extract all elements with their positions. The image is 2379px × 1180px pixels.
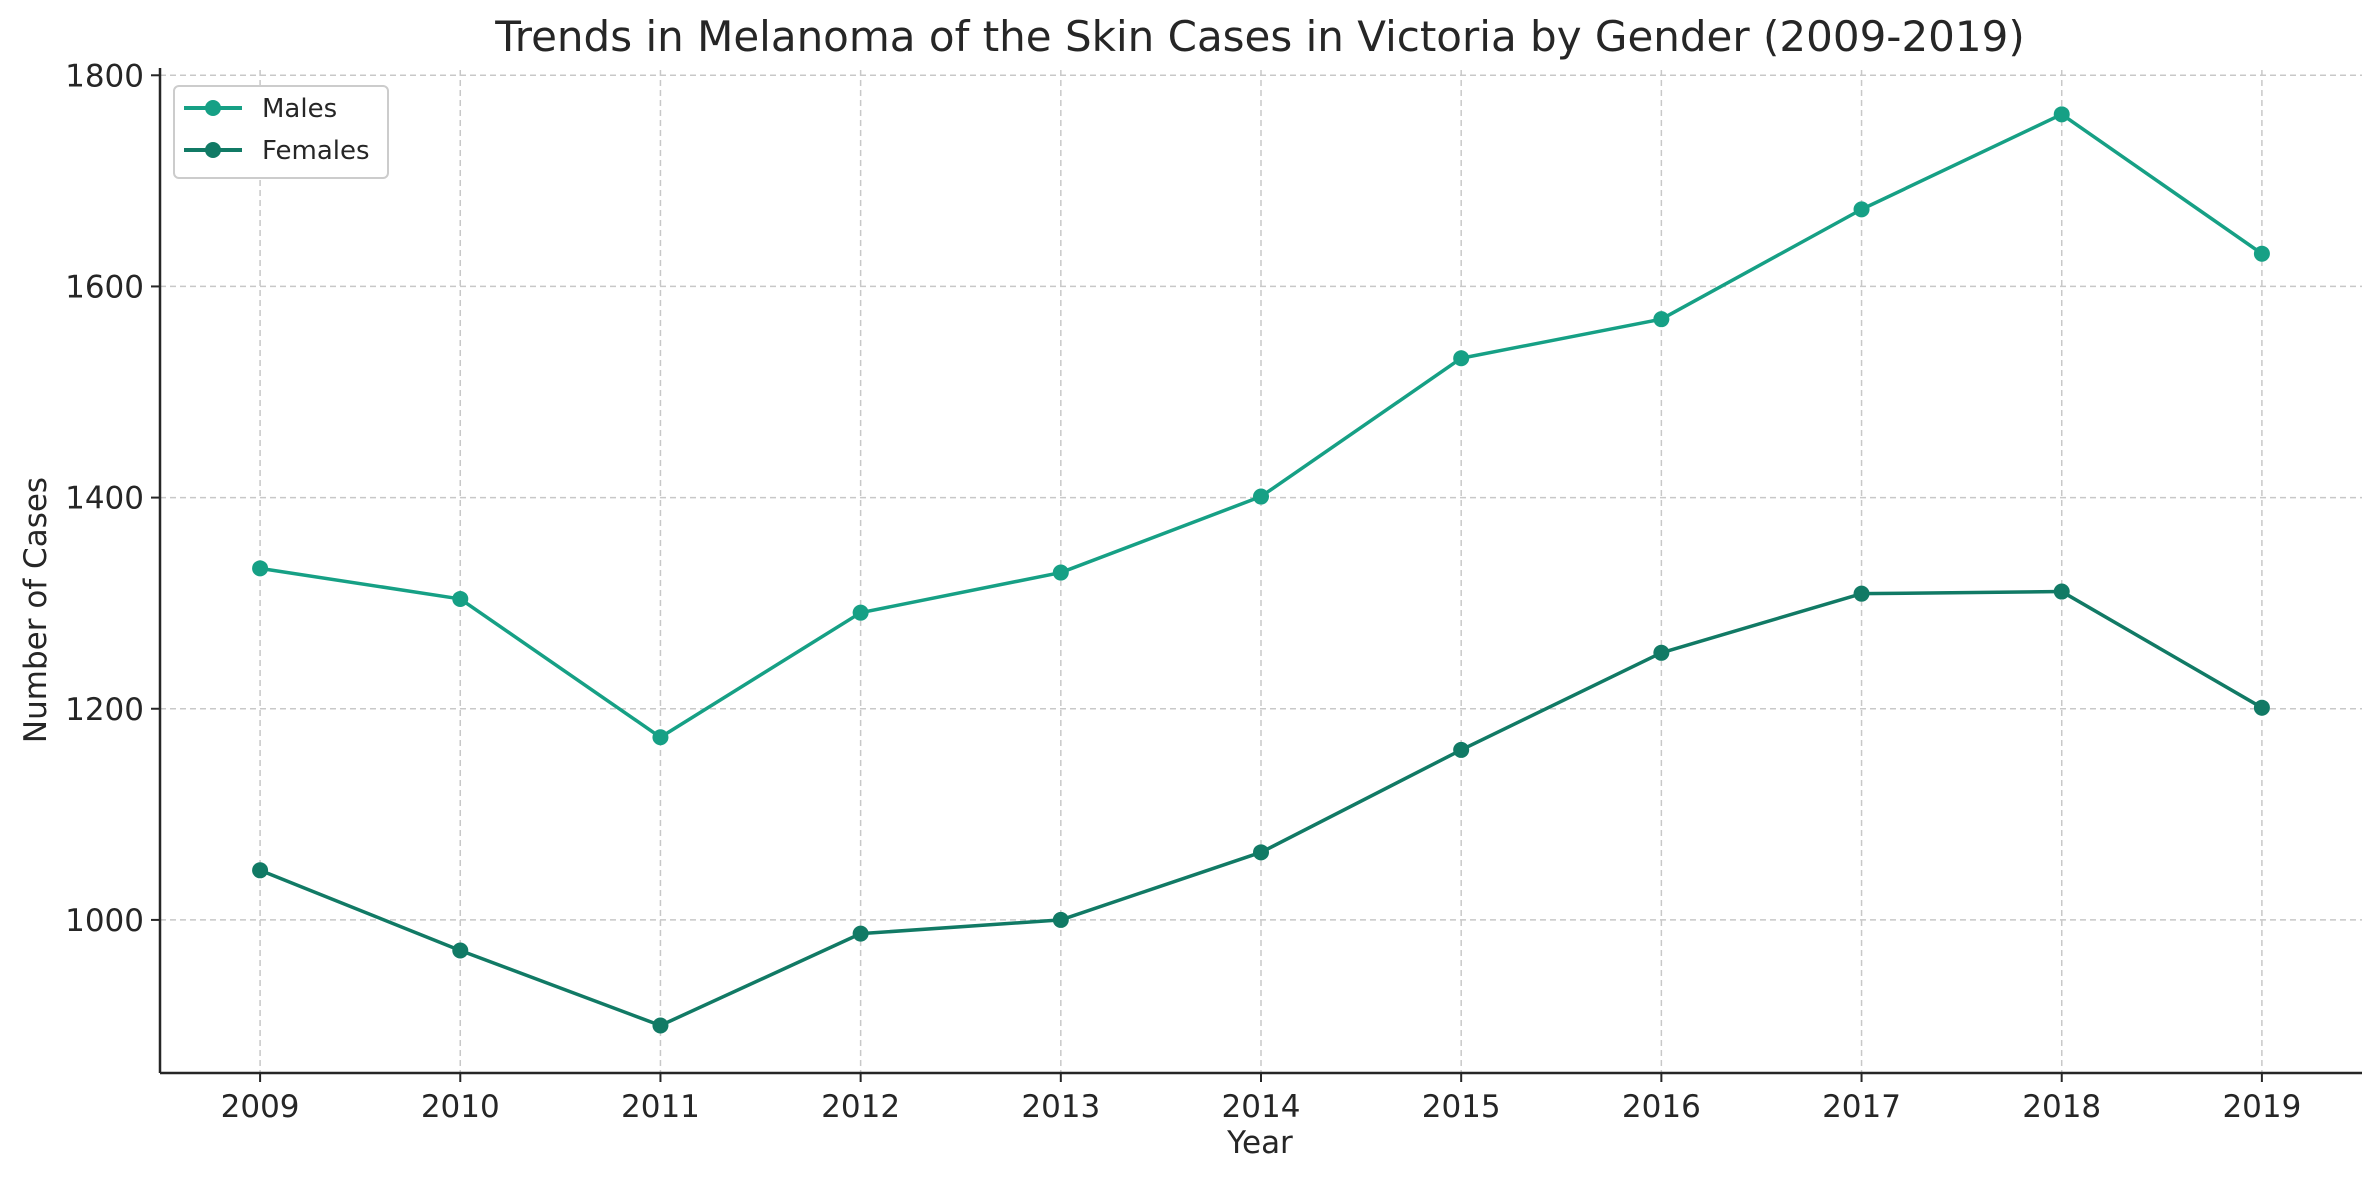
y-tick-label: 1400 [65, 481, 144, 517]
y-tick-label: 1600 [65, 269, 144, 305]
x-axis-label: Year [1226, 1125, 1293, 1161]
data-series [252, 106, 2270, 1034]
tick-labels: 2009 2010 2011 2012 2013 2014 2015 2016 2017 2018… [65, 58, 2301, 1125]
y-tick-label: 1000 [65, 903, 144, 939]
data-point-males [1853, 201, 1870, 218]
data-point-females [1052, 911, 1069, 928]
x-tick-label: 2010 [421, 1089, 500, 1125]
y-axis-label: Number of Cases [18, 477, 54, 743]
legend: Males Females [173, 85, 389, 179]
legend-marker-males [205, 100, 221, 116]
data-point-females [252, 862, 269, 879]
x-tick-label: 2011 [621, 1089, 700, 1125]
data-point-males [2253, 245, 2270, 262]
y-tick-label: 1800 [65, 58, 144, 94]
data-point-females [1653, 644, 1670, 661]
data-point-females [1853, 585, 1870, 602]
x-tick-label: 2009 [221, 1089, 300, 1125]
legend-marker-females [205, 142, 221, 158]
x-tick-label: 2014 [1222, 1089, 1301, 1125]
x-tick-label: 2013 [1021, 1089, 1100, 1125]
data-point-females [1453, 741, 1470, 758]
data-point-males [652, 729, 669, 746]
data-point-females [2053, 583, 2070, 600]
data-point-males [2053, 106, 2070, 123]
x-tick-label: 2016 [1622, 1089, 1701, 1125]
data-point-males [1453, 350, 1470, 367]
data-point-females [2253, 699, 2270, 716]
grid [160, 70, 2362, 1073]
data-point-males [452, 590, 469, 607]
data-point-males [1653, 311, 1670, 328]
x-tick-label: 2019 [2222, 1089, 2301, 1125]
data-point-males [852, 604, 869, 621]
data-point-females [652, 1017, 669, 1034]
x-tick-label: 2015 [1422, 1089, 1501, 1125]
legend-label-females: Females [262, 136, 370, 166]
x-tick-label: 2017 [1822, 1089, 1901, 1125]
series-males [252, 106, 2270, 746]
data-point-males [252, 560, 269, 577]
data-point-males [1052, 564, 1069, 581]
series-females [252, 583, 2270, 1034]
data-point-females [1253, 844, 1269, 861]
legend-label-males: Males [262, 94, 337, 124]
data-point-females [852, 925, 869, 942]
data-point-males [1253, 488, 1269, 505]
chart-title: Trends in Melanoma of the Skin Cases in … [494, 12, 2024, 61]
x-tick-label: 2018 [2022, 1089, 2101, 1125]
axes [151, 68, 2362, 1082]
data-point-females [452, 942, 469, 959]
x-tick-label: 2012 [821, 1089, 900, 1125]
y-tick-label: 1200 [65, 692, 144, 728]
